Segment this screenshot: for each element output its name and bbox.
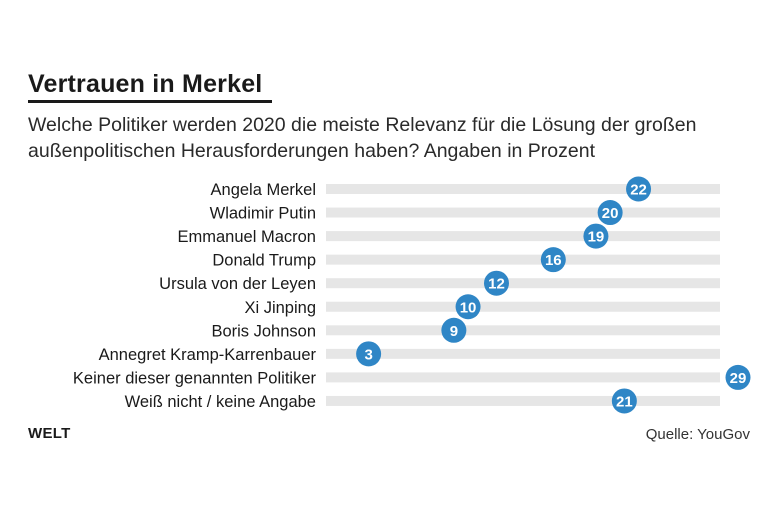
bar-track <box>326 278 720 289</box>
category-label: Boris Johnson <box>211 322 316 340</box>
value-label: 10 <box>460 299 477 316</box>
category-label: Keiner dieser genannten Politiker <box>73 369 317 387</box>
bar-track <box>326 372 720 383</box>
value-label: 29 <box>730 370 747 387</box>
category-label: Xi Jinping <box>244 299 316 317</box>
chart-subtitle: Welche Politiker werden 2020 die meiste … <box>28 114 697 162</box>
value-marker <box>356 341 382 367</box>
value-marker <box>597 200 623 226</box>
value-marker <box>611 388 637 414</box>
category-label: Emmanuel Macron <box>178 228 316 246</box>
bar-track <box>326 348 720 359</box>
category-label: Angela Merkel <box>211 181 316 199</box>
bar-track <box>326 231 720 242</box>
value-marker <box>725 364 751 390</box>
value-label: 22 <box>630 182 647 199</box>
bar-track <box>326 395 720 406</box>
source-note: Quelle: YouGov <box>645 426 750 443</box>
category-label: Annegret Kramp-Karrenbauer <box>99 346 317 364</box>
value-label: 16 <box>545 252 562 269</box>
category-label: Donald Trump <box>212 252 316 270</box>
bar-track <box>326 254 720 265</box>
value-marker <box>626 176 652 202</box>
value-label: 19 <box>588 229 605 246</box>
value-marker <box>441 317 467 343</box>
value-label: 12 <box>488 276 505 293</box>
bar-track <box>326 207 720 218</box>
bar-track <box>326 184 720 194</box>
value-label: 9 <box>450 323 458 340</box>
category-label: Weiß nicht / keine Angabe <box>125 393 316 411</box>
title-underline <box>28 100 272 103</box>
category-label: Ursula von der Leyen <box>159 275 316 293</box>
value-label: 21 <box>616 393 633 410</box>
bar-track <box>326 325 720 336</box>
value-marker <box>483 270 509 296</box>
lollipop-chart: Angela Merkel 22 Wladimir Putin 20 Emmanuel … <box>73 176 751 414</box>
value-label: 20 <box>602 205 619 222</box>
value-label: 3 <box>364 346 372 363</box>
brand-logo: WELT <box>28 425 71 442</box>
value-marker <box>455 294 481 320</box>
category-label: Wladimir Putin <box>210 205 316 223</box>
value-marker <box>583 223 609 249</box>
bar-track <box>326 301 720 312</box>
chart-title: Vertrauen in Merkel <box>28 70 263 98</box>
value-marker <box>540 247 566 273</box>
